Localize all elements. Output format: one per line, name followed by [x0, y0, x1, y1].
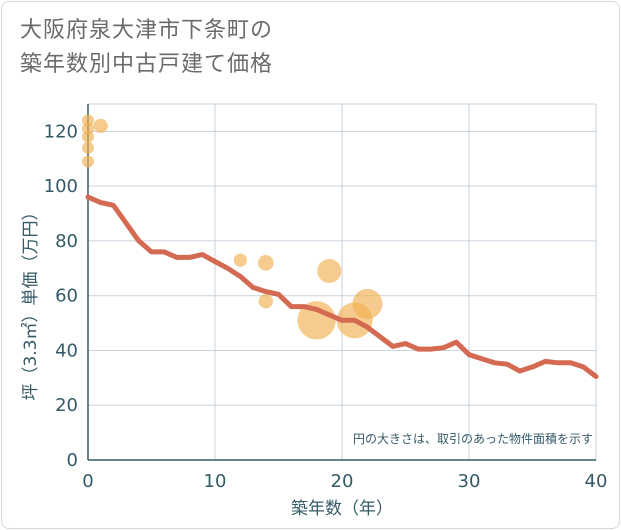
scatter-point [258, 255, 274, 271]
scatter-point [82, 141, 94, 154]
average-price-line [85, 194, 599, 379]
scatter-point [82, 114, 94, 127]
y-axis-label: 坪（3.3㎡）単価（万円） [21, 203, 41, 400]
x-tick-label: 30 [458, 471, 481, 492]
chart-title-line2: 築年数別中古戸建て価格 [20, 52, 274, 77]
scatter-point [82, 155, 94, 168]
scatter-point [352, 288, 383, 319]
scatter-point [258, 293, 273, 309]
scatter-point [317, 259, 342, 284]
y-tick-label: 100 [44, 176, 78, 197]
x-tick-label: 40 [585, 471, 608, 492]
scatter-point [93, 118, 108, 134]
y-tick-label: 40 [55, 340, 78, 361]
y-tick-label: 80 [55, 231, 78, 252]
scatter-point [82, 130, 94, 143]
tick-labels: 0 20 40 60 80 100 120 0 10 20 30 40 [44, 121, 608, 492]
x-tick-label: 0 [82, 471, 93, 492]
average-line-group [85, 194, 599, 379]
y-tick-label: 20 [55, 395, 78, 416]
y-tick-label: 0 [67, 450, 78, 471]
y-tick-label: 60 [55, 286, 78, 307]
grid-lines [87, 103, 597, 461]
chart-title-line1: 大阪府泉大津市下条町の [20, 18, 274, 43]
x-tick-label: 10 [204, 471, 227, 492]
size-note: 円の大きさは、取引のあった物件面積を示す [353, 431, 593, 446]
y-tick-label: 120 [44, 121, 78, 142]
x-tick-label: 20 [331, 471, 354, 492]
chart-title: 大阪府泉大津市下条町の 築年数別中古戸建て価格 [20, 14, 273, 82]
scatter-point [297, 301, 336, 340]
scatter-point [82, 122, 94, 135]
scatter-point [233, 253, 247, 267]
x-axis-label: 築年数（年） [291, 499, 393, 519]
